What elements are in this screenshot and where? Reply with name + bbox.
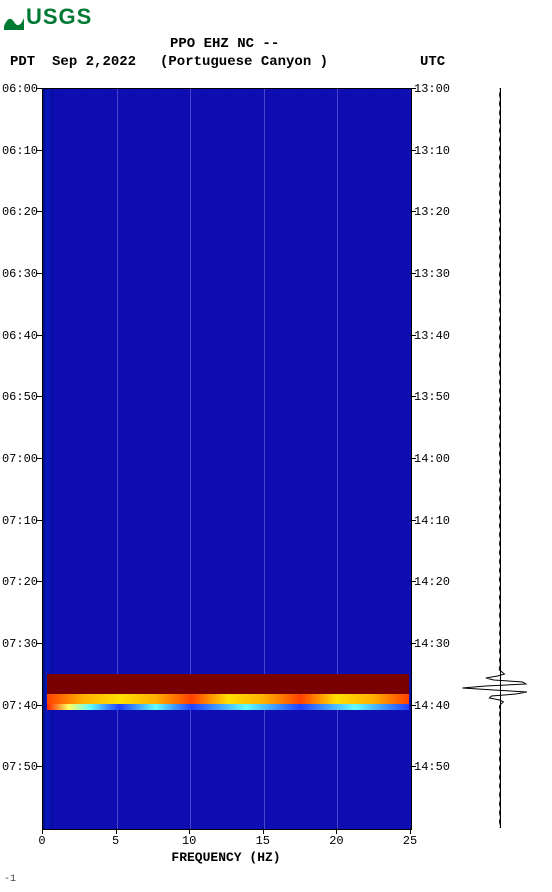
footer-mark: -1 [4,874,16,885]
right-tick-label: 14:10 [414,514,464,528]
right-tick-mark [410,520,416,521]
right-tick-label: 13:50 [414,390,464,404]
left-tick-mark [36,150,42,151]
x-tick-mark [263,828,264,834]
x-axis-label: FREQUENCY (HZ) [0,850,452,865]
tz-right: UTC [420,54,445,70]
x-tick-mark [410,828,411,834]
station-line: PPO EHZ NC -- [170,36,279,52]
left-tick-label: 07:30 [0,637,38,651]
gridline [190,89,191,829]
right-tick-mark [410,643,416,644]
right-tick-label: 13:40 [414,329,464,343]
x-tick-label: 5 [112,834,119,848]
left-tick-mark [36,458,42,459]
left-tick-label: 07:10 [0,514,38,528]
right-tick-mark [410,581,416,582]
left-tick-label: 06:10 [0,144,38,158]
right-tick-label: 14:00 [414,452,464,466]
header-location: (Portuguese Canyon ) [160,54,328,70]
event-dark-red-band [47,674,409,694]
right-tick-mark [410,273,416,274]
right-tick-label: 14:30 [414,637,464,651]
right-tick-mark [410,211,416,212]
right-tick-label: 13:10 [414,144,464,158]
left-tick-label: 06:20 [0,205,38,219]
right-tick-mark [410,766,416,767]
right-tick-mark [410,705,416,706]
left-tick-mark [36,581,42,582]
right-tick-label: 13:30 [414,267,464,281]
left-tick-label: 06:50 [0,390,38,404]
right-tick-label: 14:40 [414,699,464,713]
left-tick-label: 07:00 [0,452,38,466]
left-tick-label: 06:40 [0,329,38,343]
right-tick-label: 13:00 [414,82,464,96]
left-tick-mark [36,88,42,89]
right-tick-mark [410,396,416,397]
seismogram-trace [460,88,540,828]
right-tick-label: 14:50 [414,760,464,774]
x-tick-mark [189,828,190,834]
usgs-wave-icon [4,10,24,26]
gridline [117,89,118,829]
left-tick-mark [36,396,42,397]
spectrogram-plot [42,88,412,830]
right-tick-label: 14:20 [414,575,464,589]
x-tick-label: 25 [403,834,417,848]
gridline [337,89,338,829]
tz-left: PDT [10,54,35,70]
event-cyan-band [47,704,409,710]
usgs-logo-text: USGS [26,4,92,29]
event-yellow-band [47,694,409,704]
left-tick-mark [36,335,42,336]
left-tick-label: 07:50 [0,760,38,774]
right-tick-mark [410,335,416,336]
gridline [264,89,265,829]
left-tick-label: 07:40 [0,699,38,713]
right-tick-mark [410,458,416,459]
left-tick-mark [36,273,42,274]
x-tick-label: 10 [182,834,196,848]
left-tick-label: 06:30 [0,267,38,281]
seismogram-strip [460,88,540,828]
left-tick-mark [36,705,42,706]
left-tick-mark [36,211,42,212]
right-tick-mark [410,150,416,151]
header-left: PDT Sep 2,2022 [10,54,136,70]
x-tick-mark [336,828,337,834]
left-tick-label: 07:20 [0,575,38,589]
right-tick-mark [410,88,416,89]
left-tick-mark [36,520,42,521]
left-tick-mark [36,766,42,767]
left-tick-mark [36,643,42,644]
left-tick-label: 06:00 [0,82,38,96]
x-tick-mark [116,828,117,834]
x-tick-mark [42,828,43,834]
low-frequency-band [43,89,53,829]
right-tick-label: 13:20 [414,205,464,219]
x-tick-label: 0 [38,834,45,848]
x-tick-label: 20 [329,834,343,848]
header-date: Sep 2,2022 [52,54,136,70]
seismic-event-stripe [43,674,411,711]
spectrogram-background [43,89,411,829]
x-tick-label: 15 [256,834,270,848]
usgs-logo: USGS [4,4,92,30]
